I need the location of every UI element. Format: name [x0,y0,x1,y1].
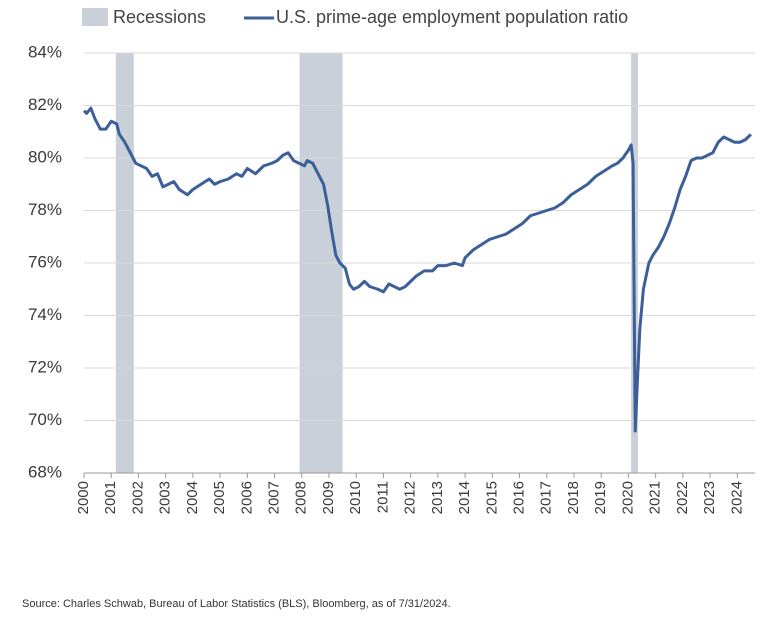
x-tick-label: 2023 [701,481,718,514]
x-tick-label: 2020 [619,481,636,514]
x-tick-label: 2010 [347,481,364,514]
y-tick-label: 74% [28,305,62,324]
x-tick-label: 2002 [129,481,146,514]
x-tick-label: 2021 [647,481,664,514]
x-tick-label: 2005 [211,481,228,514]
x-tick-label: 2012 [402,481,419,514]
legend-label: U.S. prime-age employment population rat… [276,7,628,27]
x-tick-label: 2011 [374,481,391,513]
y-tick-label: 84% [28,42,62,61]
x-tick-label: 2006 [238,481,255,514]
y-tick-label: 80% [28,147,62,166]
x-tick-label: 2017 [538,481,555,514]
x-tick-label: 2019 [592,481,609,514]
y-tick-label: 82% [28,95,62,114]
x-tick-label: 2009 [320,481,337,514]
x-tick-label: 2015 [483,481,500,514]
x-tick-label: 2008 [293,481,310,514]
x-tick-label: 2003 [157,481,174,514]
x-tick-label: 2001 [102,481,119,514]
x-tick-label: 2007 [266,481,283,514]
x-tick-label: 2024 [728,481,745,514]
x-tick-label: 2018 [565,481,582,514]
x-tick-label: 2004 [184,481,201,514]
x-tick-label: 2014 [456,481,473,514]
x-tick-label: 2016 [511,481,528,514]
legend-swatch-recessions [82,8,108,26]
y-tick-label: 76% [28,252,62,271]
x-tick-label: 2000 [75,481,92,514]
y-tick-label: 78% [28,200,62,219]
x-tick-label: 2022 [674,481,691,514]
data-line [82,106,752,433]
x-tick-label: 2013 [429,481,446,514]
y-tick-label: 70% [28,410,62,429]
y-tick-label: 72% [28,357,62,376]
legend-label: Recessions [113,7,206,27]
source-note: Source: Charles Schwab, Bureau of Labor … [22,598,451,610]
y-tick-label: 68% [28,462,62,481]
